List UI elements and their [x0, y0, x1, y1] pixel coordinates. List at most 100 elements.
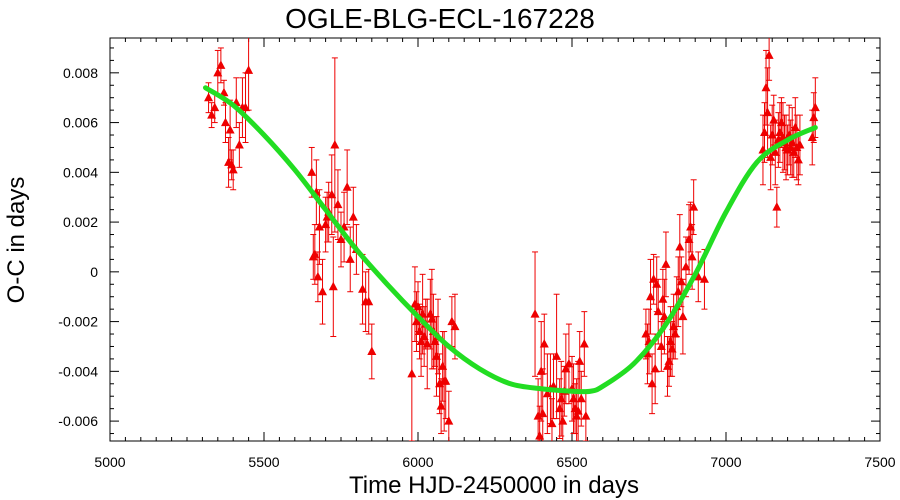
data-point	[693, 271, 703, 281]
data-point	[547, 418, 557, 428]
data-point	[764, 50, 774, 59]
data-point	[327, 189, 337, 199]
data-point	[678, 311, 688, 321]
data-point	[666, 336, 676, 345]
data-point	[336, 234, 346, 243]
data-point	[436, 401, 446, 410]
data-point	[807, 132, 817, 142]
data-point	[687, 251, 697, 261]
data-point	[667, 343, 677, 353]
data-point	[538, 408, 548, 418]
data-point	[225, 125, 235, 134]
data-point	[450, 321, 460, 331]
data-point	[787, 137, 797, 146]
data-point	[676, 276, 686, 286]
data-point	[760, 127, 769, 137]
y-tick-label: -0.006	[58, 413, 98, 429]
data-point	[342, 182, 352, 191]
data-point	[581, 411, 591, 420]
data-point	[670, 329, 680, 338]
data-point	[558, 416, 568, 425]
data-point	[430, 336, 440, 345]
data-point	[681, 261, 691, 271]
data-point	[659, 311, 669, 321]
data-point	[646, 291, 656, 301]
y-tick-label: 0.004	[63, 164, 98, 180]
data-point	[415, 326, 425, 336]
y-axis-label: O-C in days	[3, 177, 30, 304]
data-point	[321, 219, 331, 229]
data-point	[573, 406, 583, 415]
y-axis-tick-labels: -0.006 -0.004 -0.002 0 0.002 0.004 0.006 0.008	[58, 65, 98, 429]
data-point	[419, 331, 429, 341]
data-point	[795, 139, 805, 149]
y-tick-label: -0.002	[58, 314, 98, 330]
x-tick-label: 5500	[248, 454, 279, 470]
data-point	[689, 202, 699, 211]
data-point	[207, 110, 217, 119]
data-point	[763, 107, 773, 117]
y-axis-ticks	[110, 47, 880, 435]
data-point	[686, 222, 696, 231]
data-point	[530, 309, 540, 318]
x-tick-label: 6500	[556, 454, 587, 470]
data-point	[313, 271, 323, 281]
fit-curve	[202, 85, 818, 395]
data-point	[444, 416, 454, 425]
data-point	[662, 361, 672, 370]
data-point	[673, 286, 683, 296]
data-point	[772, 202, 782, 211]
y-tick-label: 0.006	[63, 115, 98, 131]
data-point	[441, 376, 451, 385]
data-point	[776, 117, 786, 127]
x-axis-ticks	[109, 38, 881, 441]
data-point	[204, 92, 214, 102]
data-point	[358, 284, 368, 293]
data-point	[367, 346, 377, 355]
data-point	[314, 222, 324, 231]
data-point	[556, 393, 566, 403]
data-point	[244, 65, 254, 74]
data-point	[569, 393, 579, 403]
data-point	[675, 241, 685, 251]
data-point	[407, 368, 417, 378]
data-point	[809, 112, 819, 122]
data-point	[328, 281, 338, 291]
data-point	[641, 329, 651, 338]
data-point	[535, 431, 545, 440]
data-point	[699, 274, 709, 283]
data-point	[564, 358, 574, 368]
data-point	[769, 115, 779, 124]
y-tick-label: 0.002	[63, 214, 98, 230]
data-point	[307, 167, 317, 176]
x-tick-label: 6000	[402, 454, 433, 470]
data-point	[555, 403, 565, 413]
data-point	[539, 338, 549, 348]
data-point	[345, 254, 355, 263]
data-point	[661, 259, 671, 268]
y-tick-label: 0	[90, 264, 98, 280]
data-point	[438, 361, 448, 370]
data-points	[204, 50, 820, 440]
data-point	[767, 130, 777, 139]
data-point	[652, 279, 662, 288]
data-point	[210, 102, 220, 112]
data-point	[413, 301, 423, 311]
data-point	[793, 154, 803, 164]
data-point	[810, 102, 820, 112]
data-point	[536, 366, 546, 375]
chart-title: OGLE-BLG-ECL-167228	[285, 3, 595, 34]
data-point	[427, 314, 437, 323]
data-point	[310, 249, 320, 258]
data-point	[649, 274, 659, 283]
data-point	[576, 393, 586, 403]
x-tick-label: 7500	[864, 454, 895, 470]
data-point	[684, 234, 694, 243]
data-point	[766, 152, 776, 161]
data-point	[234, 139, 244, 149]
x-axis-tick-labels: 5000 5500 6000 6500 7000 7500	[94, 454, 895, 470]
data-point	[664, 356, 674, 365]
data-point	[447, 316, 457, 326]
data-point	[789, 147, 799, 156]
